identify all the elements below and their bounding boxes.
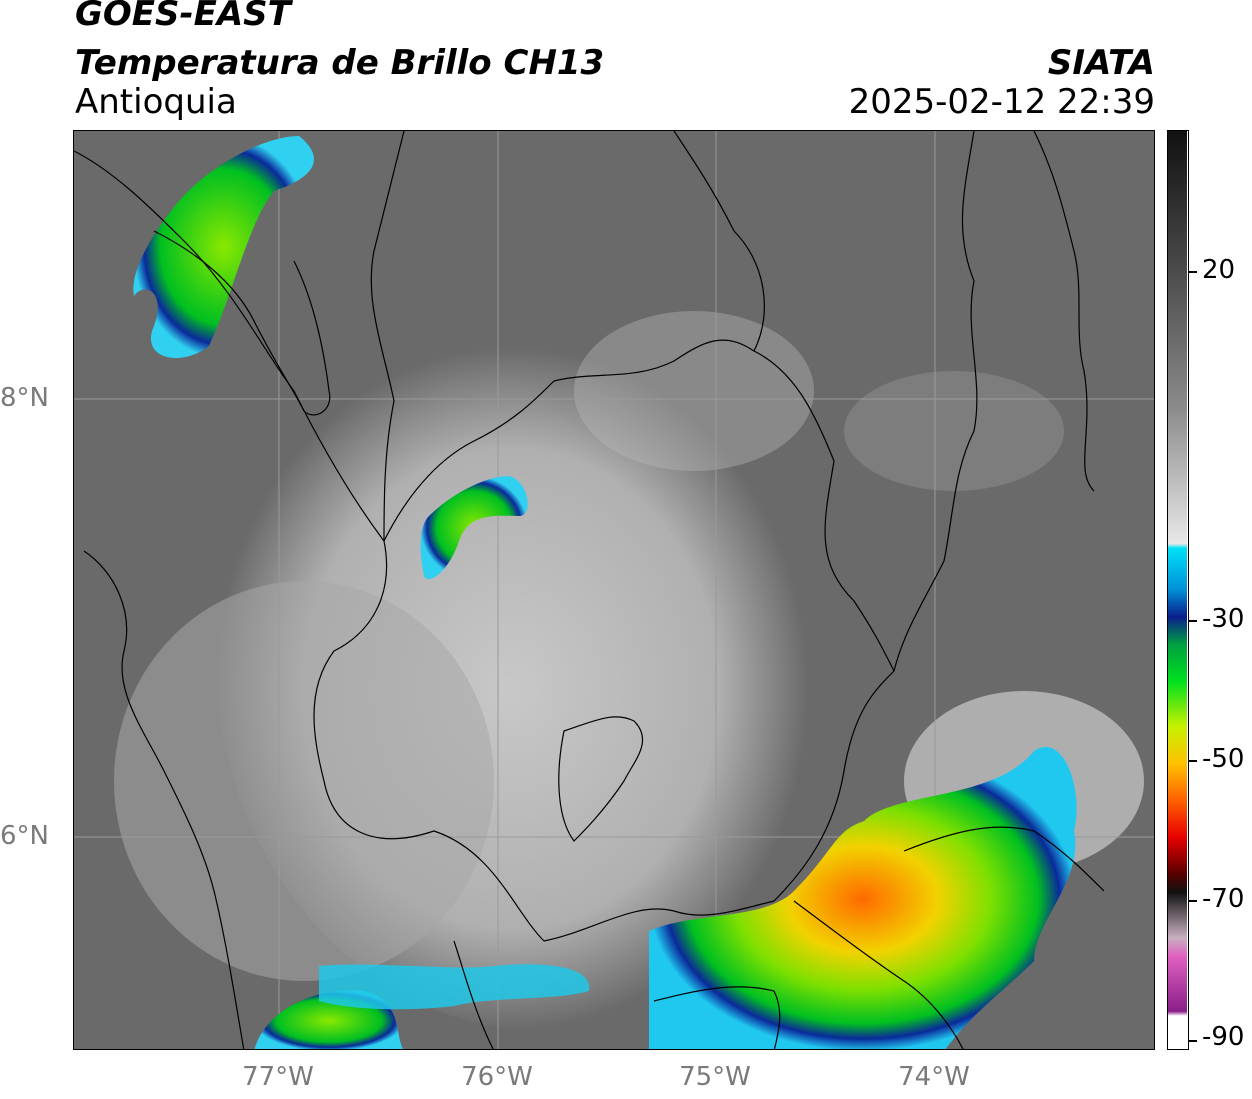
region-label: Antioquia [75,82,237,122]
storm-cell-central [420,476,528,580]
colorbar-label: -90 [1202,1022,1245,1052]
satellite-title: GOES-EAST [75,0,291,34]
colorbar-label: -50 [1202,744,1245,774]
storm-cell-northwest [133,136,314,358]
map-canvas [74,131,1154,1049]
cold-band-south [319,964,590,1010]
colorbar [1167,130,1189,1050]
storm-complex-southeast [649,747,1077,1049]
lat-label-6n: 6°N [0,821,49,851]
agency-label: SIATA [1047,43,1155,83]
satellite-map[interactable] [73,130,1155,1050]
colorbar-label: -30 [1202,604,1245,634]
lon-label-77w: 77°W [242,1062,314,1092]
colorbar-tick [1189,271,1197,273]
colorbar-tick [1189,900,1197,902]
colorbar-label: 20 [1202,255,1236,285]
lon-label-76w: 76°W [461,1062,533,1092]
colorbar-tick [1189,760,1197,762]
product-title: Temperatura de Brillo CH13 [75,43,605,83]
lon-label-74w: 74°W [898,1062,970,1092]
lon-label-75w: 75°W [679,1062,751,1092]
boundary-lines [74,131,1105,1049]
lat-label-8n: 8°N [0,383,49,413]
colorbar-label: -70 [1202,884,1245,914]
colorbar-tick [1189,620,1197,622]
datetime-label: 2025-02-12 22:39 [848,82,1155,122]
colorbar-scale [1168,131,1187,1048]
colorbar-tick [1189,1040,1197,1042]
